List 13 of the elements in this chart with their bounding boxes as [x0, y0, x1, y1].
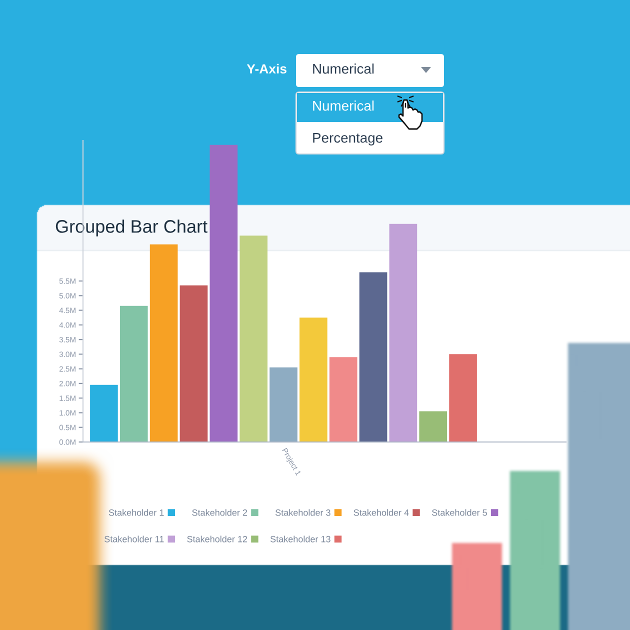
- legend-label: Stakeholder 2: [192, 509, 248, 516]
- legend-label: Stakeholder 3: [275, 509, 330, 516]
- legend-label: Stakeholder 13: [270, 536, 330, 542]
- legend-label: Stakeholder 11: [104, 536, 164, 542]
- legend-label: Stakeholder 5: [432, 509, 487, 516]
- legend-label: Stakeholder 12: [187, 536, 248, 542]
- annotation: Percentage: [313, 133, 382, 146]
- text: Numerical: [313, 64, 374, 74]
- text: Numerical: [313, 100, 374, 111]
- text: Y-Axis: [246, 64, 286, 74]
- text: Grouped Bar Chart: [56, 220, 208, 236]
- legend-label: Stakeholder 4: [354, 509, 409, 516]
- legend-label: Stakeholder 1: [108, 509, 164, 516]
